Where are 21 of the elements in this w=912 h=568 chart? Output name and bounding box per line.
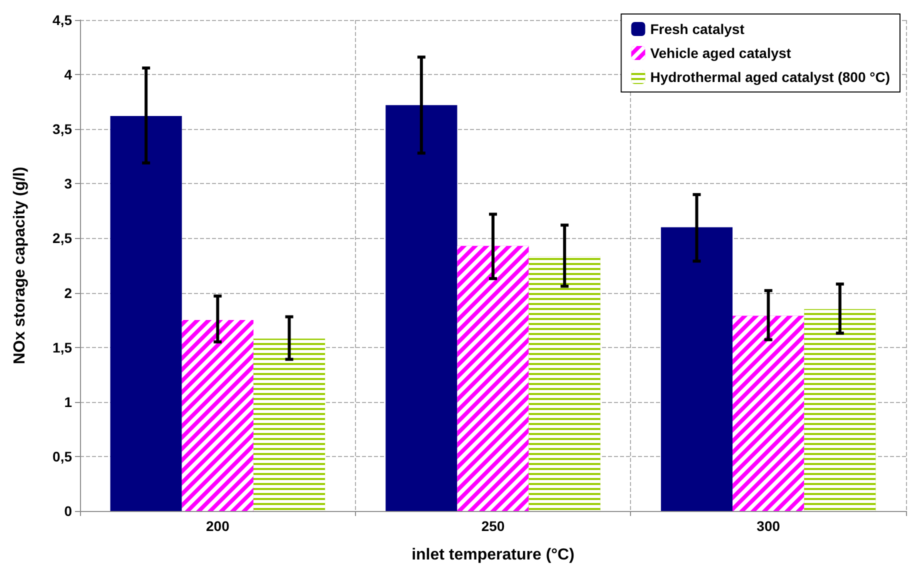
bar — [110, 116, 182, 511]
y-tick-label: 2 — [64, 284, 72, 301]
y-tick-label: 3 — [64, 176, 72, 192]
x-tick-label: 250 — [481, 518, 505, 534]
y-tick-label: 4 — [64, 66, 72, 83]
x-axis-title: inlet temperature (°C) — [412, 546, 574, 564]
y-tick-label: 0 — [64, 503, 72, 519]
x-tick-label: 200 — [206, 518, 230, 534]
bar — [660, 227, 733, 511]
y-tick-label: 2,5 — [52, 230, 72, 246]
y-axis-title: NOx storage capacity (g/l) — [12, 166, 28, 364]
legend-label: Hydrothermal aged catalyst (800 °C) — [650, 69, 890, 85]
y-tick-label: 4,5 — [52, 12, 72, 28]
y-tick-label: 1 — [64, 394, 72, 410]
y-tick-label: 1,5 — [52, 339, 72, 356]
legend-label: Vehicle aged catalyst — [650, 45, 792, 61]
x-tick-label: 300 — [756, 518, 780, 534]
legend-label: Fresh catalyst — [650, 21, 745, 37]
y-tick-label: 3,5 — [52, 121, 72, 138]
bar — [386, 105, 458, 511]
y-tick-label: 0,5 — [52, 448, 72, 464]
